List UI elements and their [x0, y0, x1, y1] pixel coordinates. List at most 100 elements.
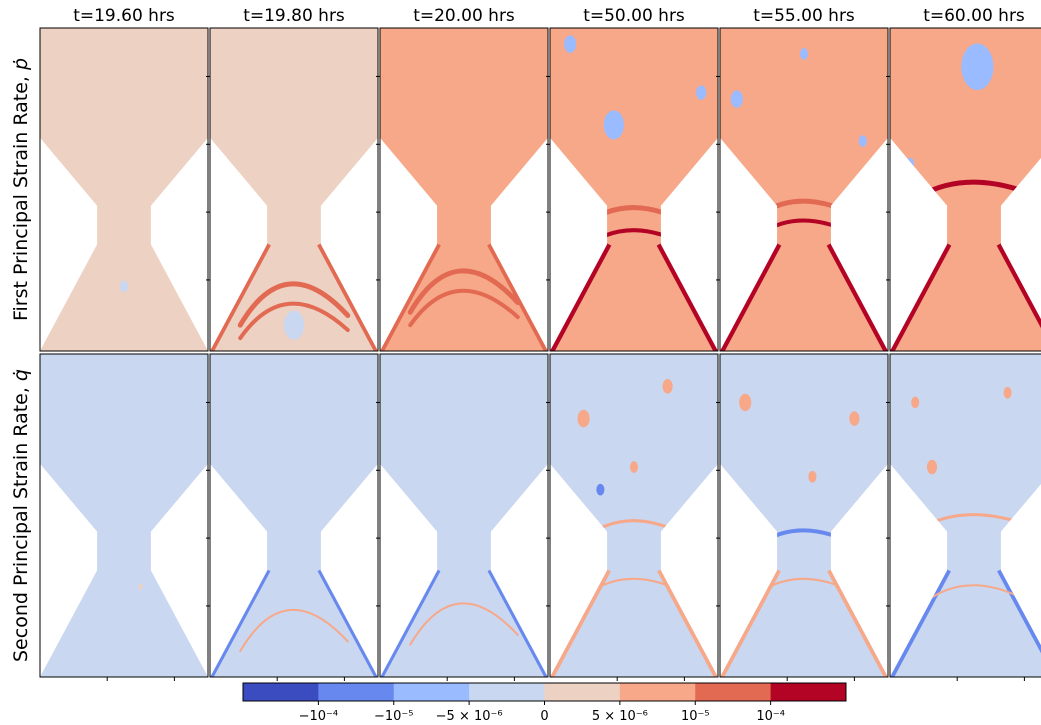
colorbar-segment: [469, 683, 545, 701]
colorbar: −10⁻⁴ −10⁻⁵ −5 × 10⁻⁶ 0 5 × 10⁻⁶ 10⁻⁵ 10⁻⁴: [242, 682, 847, 724]
row-label-symbol: q̇: [10, 369, 32, 381]
contour-blob: [1003, 386, 1012, 399]
panel-frame: [209, 353, 379, 678]
domain-fill: [40, 354, 208, 677]
contour-blob: [577, 409, 590, 428]
column-title: t=20.00 hrs: [413, 6, 515, 26]
panel-grid: [39, 27, 1041, 681]
contour-blob: [629, 461, 639, 473]
domain-fill: [380, 354, 548, 677]
shear-band-left: [550, 243, 612, 351]
shear-band-left: [720, 569, 781, 677]
shear-band-right: [657, 569, 718, 677]
colorbar-segment: [243, 683, 319, 701]
panel: [206, 353, 379, 681]
contour-blob: [808, 470, 817, 483]
shear-band-left: [210, 569, 271, 677]
panel: [716, 353, 889, 681]
column-title: t=50.00 hrs: [583, 6, 685, 26]
colorbar-segment: [619, 683, 696, 701]
colorbar-tick-label: 10⁻⁴: [756, 709, 785, 724]
colorbar-segment: [770, 683, 847, 701]
panel: [39, 353, 209, 681]
panel-frame: [379, 353, 549, 678]
contour-blob: [799, 48, 809, 60]
colorbar-tick-label: 10⁻⁵: [681, 709, 710, 724]
column-title: t=19.80 hrs: [243, 6, 345, 26]
domain-fill: [720, 28, 888, 351]
shear-band-right: [487, 569, 548, 677]
contour-band: [409, 602, 519, 646]
contour-blob: [926, 459, 938, 475]
panel-frame: [379, 27, 549, 352]
contour-blob: [858, 135, 867, 147]
panel-frame: [549, 353, 719, 678]
panel: [886, 353, 1041, 681]
contour-blob: [911, 396, 920, 409]
shear-band-left: [380, 243, 441, 351]
panel: [206, 27, 379, 352]
panel-frame: [209, 27, 379, 352]
contour-blob: [730, 90, 743, 108]
column-title: t=19.60 hrs: [73, 6, 175, 26]
panel: [376, 27, 549, 352]
shear-band-right: [827, 569, 888, 677]
domain-fill: [720, 354, 888, 677]
panel-frame: [39, 353, 209, 678]
shear-band-right: [656, 243, 718, 351]
shear-band-right: [317, 243, 378, 351]
shear-band-right: [826, 243, 888, 351]
contour-blob: [119, 280, 129, 293]
panel: [39, 27, 209, 352]
contour-blob: [662, 379, 673, 394]
shear-band-right: [996, 243, 1041, 351]
contour-blob: [739, 393, 752, 412]
column-title: t=60.00 hrs: [923, 6, 1025, 26]
contour-blob: [696, 85, 707, 100]
contour-band: [407, 268, 521, 315]
row-labels: First Principal Strain Rate, ṗ Second Pri…: [10, 58, 32, 662]
panel-frame: [719, 353, 889, 678]
panel-frame: [889, 27, 1041, 352]
panel: [886, 27, 1041, 352]
contour-blob: [849, 411, 860, 426]
colorbar-segment: [393, 683, 470, 701]
colorbar-tick-label: −5 × 10⁻⁶: [436, 709, 503, 724]
row-label-text: First Principal Strain Rate,: [10, 70, 32, 321]
row-label-symbol: ṗ: [10, 58, 32, 71]
row-label: Second Principal Strain Rate, q̇: [10, 369, 32, 662]
colorbar-segment: [544, 683, 621, 701]
panel-frame: [549, 27, 719, 352]
contour-blob: [138, 583, 143, 590]
domain-fill: [380, 28, 548, 351]
contour-blob: [596, 483, 605, 496]
colorbar-tick-label: 0: [540, 709, 548, 724]
contour-band: [239, 608, 349, 653]
domain-fill: [210, 28, 378, 351]
colorbar-segment: [318, 683, 395, 701]
panel: [546, 353, 719, 681]
shear-band-right: [997, 569, 1041, 677]
shear-band-left: [720, 243, 782, 351]
colorbar-tick-label: 5 × 10⁻⁶: [592, 709, 648, 724]
contour-band: [408, 288, 520, 328]
domain-fill: [40, 28, 208, 351]
shear-band-left: [890, 243, 952, 351]
colorbar-segment: [695, 683, 772, 701]
contour-blob: [961, 43, 994, 91]
panel-frame: [719, 27, 889, 352]
domain-fill: [210, 354, 378, 677]
shear-band-left: [210, 243, 271, 351]
shear-band-right: [317, 569, 378, 677]
contour-blob: [603, 110, 624, 140]
contour-band: [237, 281, 351, 328]
domain-fill: [890, 28, 1041, 351]
domain-fill: [550, 28, 718, 351]
contour-blob: [283, 310, 305, 340]
panel: [376, 353, 549, 681]
shear-band-right: [487, 243, 548, 351]
row-label-text: Second Principal Strain Rate,: [10, 381, 32, 662]
shear-band-left: [380, 569, 441, 677]
domain-fill: [550, 354, 718, 677]
contour-blob: [906, 157, 915, 170]
